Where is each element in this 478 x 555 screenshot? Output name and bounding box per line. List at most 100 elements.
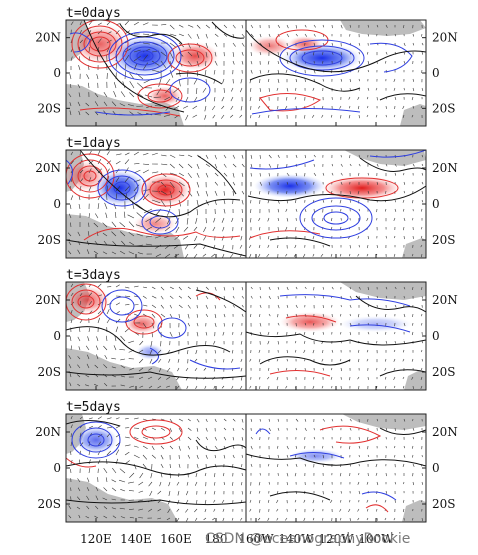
wind-vector — [94, 93, 99, 98]
wind-vector — [241, 217, 244, 222]
wind-vector — [129, 241, 135, 246]
wind-vector — [411, 376, 414, 380]
wind-vector — [88, 426, 93, 429]
wind-vector — [111, 357, 117, 360]
wind-vector — [115, 310, 120, 315]
wind-vector — [196, 331, 199, 337]
wind-vector — [250, 154, 253, 159]
wind-vector — [85, 111, 90, 116]
wind-vector — [411, 96, 414, 101]
wind-vector — [205, 60, 207, 67]
wind-vector — [321, 385, 324, 389]
wind-vector — [258, 217, 261, 221]
wind-vector — [77, 487, 81, 492]
wind-vector — [241, 313, 244, 317]
wind-vector — [186, 517, 189, 522]
wind-vector — [240, 358, 243, 363]
wind-vector — [119, 468, 126, 474]
wind-vector — [120, 384, 126, 387]
wind-vector — [349, 286, 351, 290]
wind-vector — [366, 517, 369, 521]
wind-vector — [286, 181, 289, 185]
wind-vector — [88, 21, 93, 26]
wind-vector — [213, 340, 216, 345]
wind-vector — [212, 226, 216, 232]
wind-vector — [241, 304, 244, 308]
wind-vector — [295, 33, 298, 37]
wind-vector — [157, 490, 162, 495]
wind-vector — [403, 322, 406, 327]
wind-vector — [196, 313, 198, 318]
wind-vector — [157, 517, 162, 520]
wind-vector — [393, 376, 396, 381]
wind-vector — [214, 304, 216, 309]
wind-vector — [294, 454, 297, 458]
wind-vector — [394, 208, 397, 212]
wind-vector — [160, 51, 167, 57]
wind-vector — [176, 481, 180, 486]
wind-vector — [349, 517, 351, 521]
wind-vector — [312, 349, 315, 354]
wind-vector — [185, 114, 189, 121]
wind-vector — [68, 515, 72, 519]
wind-vector — [403, 208, 405, 212]
wind-vector — [249, 253, 252, 258]
wind-vector — [214, 481, 216, 486]
wind-vector — [250, 33, 254, 37]
wind-vector — [160, 472, 163, 478]
wind-vector — [174, 253, 180, 258]
wind-vector — [286, 51, 289, 56]
wind-vector — [367, 313, 370, 317]
wind-vector — [87, 231, 90, 237]
wind-vector — [259, 181, 263, 186]
wind-vector — [394, 33, 396, 37]
wind-vector — [402, 358, 405, 362]
wind-vector — [142, 463, 147, 469]
wind-vector — [142, 54, 148, 62]
wind-vector — [366, 499, 369, 503]
wind-vector — [231, 517, 234, 521]
wind-vector — [249, 499, 252, 503]
wind-vector — [68, 355, 72, 360]
wind-vector — [241, 163, 245, 168]
wind-vector — [160, 295, 164, 300]
wind-vector — [76, 506, 81, 510]
wind-vector — [358, 286, 361, 290]
lat-labels-right: 20N 0 20S — [432, 293, 458, 379]
wind-vector — [357, 96, 360, 100]
wind-vector — [376, 96, 378, 101]
wind-vector — [295, 190, 297, 195]
wind-vector — [169, 154, 176, 158]
lat-tick-label-left: 20S — [38, 101, 62, 115]
wind-vector — [286, 454, 289, 458]
wind-vector — [120, 375, 126, 378]
wind-vector — [367, 454, 370, 458]
wind-vector — [330, 253, 333, 257]
wind-vector — [412, 217, 414, 221]
wind-vector — [294, 508, 297, 512]
wind-vector — [402, 385, 405, 389]
wind-vector — [203, 235, 207, 241]
wind-vector — [142, 286, 147, 289]
wind-vector — [78, 110, 81, 116]
wind-vector — [420, 244, 423, 248]
wind-vector — [70, 319, 73, 324]
wind-vector — [127, 214, 135, 219]
lat-tick-label-left: 0 — [53, 197, 61, 211]
wind-vector — [249, 96, 252, 102]
wind-vector — [196, 163, 200, 170]
wind-vector — [268, 286, 271, 291]
wind-vector — [106, 309, 110, 315]
wind-vector — [138, 376, 144, 380]
wind-vector — [286, 481, 288, 486]
wind-vector — [313, 331, 315, 335]
wind-vector — [322, 24, 325, 28]
wind-vector — [267, 78, 270, 82]
wind-vector — [258, 358, 261, 363]
wind-vector — [67, 232, 72, 237]
wind-vector — [412, 463, 415, 467]
wind-vector — [111, 375, 117, 378]
wind-vector — [165, 87, 171, 94]
wind-vector — [113, 345, 117, 351]
wind-vector — [367, 24, 369, 28]
